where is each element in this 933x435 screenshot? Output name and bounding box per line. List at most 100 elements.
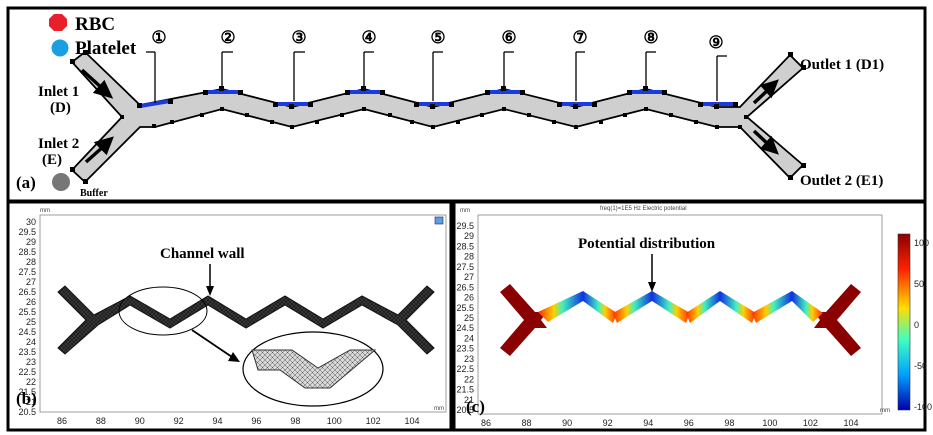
panel-b-y-tick-7: 26.5	[18, 287, 36, 297]
panel-b-y-tick-0: 30	[26, 217, 36, 227]
panel-c-x-tick-5: 96	[684, 418, 694, 428]
panel-a-label: (a)	[16, 173, 36, 192]
panel-c-y-tick-4: 27.5	[456, 262, 474, 272]
panel-b-x-tick-2: 90	[135, 416, 145, 426]
panel-c-y-ticks: 29.52928.52827.52726.52625.52524.52423.5…	[456, 221, 474, 415]
panel-a: RBC Platelet	[6, 6, 927, 203]
zoom-arrow	[191, 329, 233, 358]
panel-c-x-tick-0: 86	[481, 418, 491, 428]
panel-c-y-tick-14: 22.5	[456, 364, 474, 374]
electrode-7: ⑦	[572, 28, 587, 47]
rbc-marker	[49, 14, 67, 31]
panel-c-x-tick-6: 98	[724, 418, 734, 428]
panel-b-x-tick-6: 98	[290, 416, 300, 426]
outlet-2-label: Outlet 2 (E1)	[800, 173, 883, 189]
inlet-1-label: Inlet 1	[38, 84, 79, 100]
colorbar	[897, 233, 911, 411]
inlet-2-sub: (E)	[42, 152, 62, 168]
panel-b-y-tick-17: 21.5	[18, 387, 36, 397]
panel-b-y-tick-8: 26	[26, 297, 36, 307]
zoom-ellipse	[118, 286, 208, 336]
legend-rbc: RBC	[75, 14, 115, 35]
panel-b-x-tick-7: 100	[327, 416, 342, 426]
buffer-label: Buffer	[80, 188, 108, 199]
outlet-1-label: Outlet 1 (D1)	[800, 57, 884, 73]
electrode-5: ⑤	[430, 28, 445, 47]
panel-c-y-tick-10: 24.5	[456, 323, 474, 333]
panel-b-y-tick-15: 22.5	[18, 367, 36, 377]
colorbar-tick-3: -50	[914, 361, 927, 371]
panel-c-header: freq(1)=1E5 Hz Electric potential	[600, 206, 687, 212]
panel-c-y-tick-15: 22	[464, 374, 474, 384]
channel-wall-pointer-head	[206, 286, 214, 296]
panel-c-y-tick-12: 23.5	[456, 344, 474, 354]
panel-b-y-tick-4: 28	[26, 257, 36, 267]
panel-c-x-tick-8: 102	[803, 418, 818, 428]
panel-b-y-tick-16: 22	[26, 377, 36, 387]
panel-c-x-tick-3: 92	[603, 418, 613, 428]
colorbar-tick-2: 0	[914, 320, 919, 330]
panel-c-y-tick-6: 26.5	[456, 282, 474, 292]
panel-c-x-tick-4: 94	[643, 418, 653, 428]
panel-c-unit-bottom: mm	[880, 408, 890, 414]
panel-c-y-tick-16: 21.5	[456, 385, 474, 395]
panel-c-y-tick-1: 29	[464, 231, 474, 241]
electrode-1: ①	[151, 28, 166, 47]
inlet-2-label: Inlet 2	[38, 136, 79, 152]
panel-b-x-tick-9: 104	[404, 416, 419, 426]
colorbar-ticks: 100 50 0 -50 -100	[914, 238, 932, 412]
panel-b-y-tick-19: 20.5	[18, 407, 36, 417]
potential-label: Potential distribution	[578, 236, 716, 252]
panel-c-y-tick-3: 28	[464, 252, 474, 262]
panel-c-y-tick-11: 24	[464, 333, 474, 343]
panel-c-x-tick-1: 88	[522, 418, 532, 428]
panel-b-window-icon	[434, 216, 444, 225]
panel-c-y-tick-8: 25.5	[456, 303, 474, 313]
panel-b-x-tick-1: 88	[96, 416, 106, 426]
colorbar-tick-1: 50	[914, 279, 924, 289]
panel-b-y-tick-12: 24	[26, 337, 36, 347]
electrode-6: ⑥	[501, 28, 516, 47]
panel-c-x-tick-7: 100	[762, 418, 777, 428]
panel-b-x-tick-8: 102	[366, 416, 381, 426]
panel-c-y-tick-17: 21	[464, 395, 474, 405]
panel-c-y-tick-2: 28.5	[456, 241, 474, 251]
electrode-3: ③	[291, 28, 306, 47]
panel-b-x-ticks: 86 88 90 92 94 96 98 100 102 104	[57, 416, 420, 426]
panel-c-unit-top: mm	[460, 208, 470, 214]
panel-b-x-tick-4: 94	[213, 416, 223, 426]
potential-channel	[500, 284, 861, 356]
electrode-2: ②	[220, 28, 235, 47]
panel-c-label: (c)	[466, 397, 485, 416]
panel-c-y-tick-0: 29.5	[456, 221, 474, 231]
panel-b-y-tick-11: 24.5	[18, 327, 36, 337]
panel-b-y-tick-2: 29	[26, 237, 36, 247]
panel-c-y-tick-7: 26	[464, 293, 474, 303]
panel-c: freq(1)=1E5 Hz Electric potential mm mm …	[452, 200, 932, 432]
panel-b-y-tick-3: 28.5	[18, 247, 36, 257]
panel-b-y-tick-1: 29.5	[18, 227, 36, 237]
colorbar-tick-4: -100	[914, 402, 932, 412]
panel-c-y-tick-13: 23	[464, 354, 474, 364]
zoom-arrow-head	[228, 352, 240, 362]
electrode-9: ⑨	[708, 33, 723, 52]
panel-b-y-tick-18: 21	[26, 397, 36, 407]
panel-c-y-tick-9: 25	[464, 313, 474, 323]
zoom-detail-mesh	[251, 349, 377, 389]
panel-b-y-tick-14: 23	[26, 357, 36, 367]
inlet-1-sub: (D)	[50, 100, 71, 116]
panel-c-x-tick-2: 90	[562, 418, 572, 428]
panel-c-y-tick-5: 27	[464, 272, 474, 282]
electrode-4: ④	[361, 28, 376, 47]
panel-c-y-tick-18: 20.5	[456, 405, 474, 415]
panel-b-x-tick-3: 92	[174, 416, 184, 426]
panel-b-y-tick-9: 25.5	[18, 307, 36, 317]
panel-b-y-tick-5: 27.5	[18, 267, 36, 277]
electrode-8: ⑧	[643, 28, 658, 47]
panel-b-y-tick-10: 25	[26, 317, 36, 327]
panel-b-y-tick-6: 27	[26, 277, 36, 287]
panel-b-x-tick-5: 96	[251, 416, 261, 426]
flow-arrows	[80, 68, 779, 164]
